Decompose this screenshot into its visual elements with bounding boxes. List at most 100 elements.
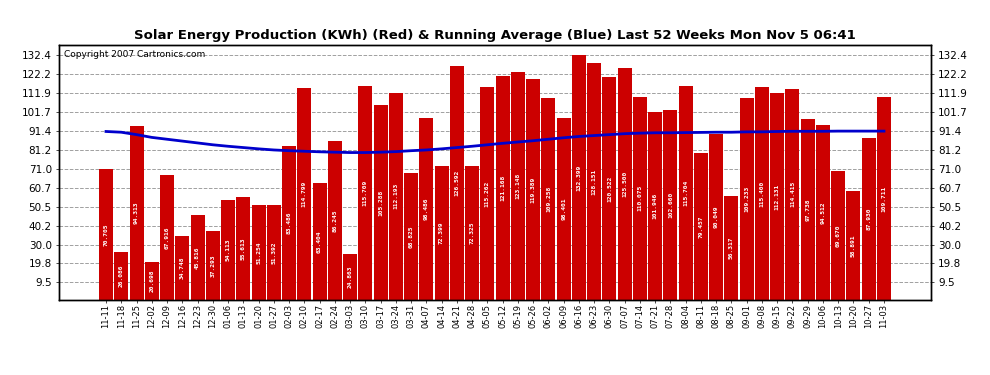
Text: 102.660: 102.660: [668, 192, 673, 218]
Bar: [587, 63, 601, 300]
Bar: [496, 76, 510, 300]
Bar: [114, 252, 129, 300]
Bar: [709, 134, 724, 300]
Bar: [221, 200, 235, 300]
Text: 20.698: 20.698: [149, 270, 154, 292]
Text: 115.262: 115.262: [485, 180, 490, 207]
Text: 45.816: 45.816: [195, 246, 200, 269]
Bar: [832, 171, 845, 300]
Bar: [206, 231, 220, 300]
Text: 54.113: 54.113: [226, 239, 231, 261]
Bar: [480, 87, 494, 300]
Bar: [358, 86, 372, 300]
Text: 72.325: 72.325: [469, 222, 474, 245]
Text: 51.254: 51.254: [256, 242, 261, 264]
Text: 55.613: 55.613: [241, 237, 246, 260]
Bar: [237, 197, 250, 300]
Text: 132.399: 132.399: [576, 165, 581, 191]
Bar: [877, 97, 891, 300]
Bar: [602, 77, 617, 300]
Text: 34.748: 34.748: [180, 256, 185, 279]
Text: 87.930: 87.930: [866, 207, 871, 230]
Bar: [313, 183, 327, 300]
Bar: [755, 87, 769, 300]
Text: 114.799: 114.799: [302, 181, 307, 207]
Bar: [344, 254, 357, 300]
Bar: [694, 153, 708, 300]
Bar: [175, 236, 189, 300]
Text: 109.233: 109.233: [744, 186, 749, 212]
Text: 58.891: 58.891: [851, 234, 856, 257]
Bar: [725, 196, 739, 300]
Bar: [160, 174, 174, 300]
Text: 69.670: 69.670: [836, 224, 841, 247]
Text: 121.168: 121.168: [500, 175, 505, 201]
Text: 126.592: 126.592: [454, 170, 459, 196]
Text: 109.711: 109.711: [881, 186, 886, 212]
Text: 97.738: 97.738: [805, 198, 810, 221]
Bar: [679, 86, 693, 300]
Bar: [861, 138, 876, 300]
Text: 128.151: 128.151: [592, 168, 597, 195]
Bar: [282, 146, 296, 300]
Text: 83.486: 83.486: [286, 211, 292, 234]
Bar: [785, 88, 800, 300]
Bar: [526, 80, 541, 300]
Text: 67.916: 67.916: [164, 226, 169, 249]
Text: 94.313: 94.313: [134, 202, 139, 224]
Bar: [846, 191, 860, 300]
Text: 109.258: 109.258: [545, 186, 550, 212]
Bar: [663, 110, 677, 300]
Bar: [130, 126, 144, 300]
Text: 98.401: 98.401: [561, 198, 566, 220]
Text: 56.317: 56.317: [729, 237, 734, 259]
Text: 51.392: 51.392: [271, 241, 276, 264]
Bar: [389, 93, 403, 300]
Bar: [465, 166, 479, 300]
Bar: [373, 105, 388, 300]
Bar: [251, 205, 265, 300]
Bar: [328, 141, 342, 300]
Text: 119.389: 119.389: [531, 177, 536, 203]
Text: 70.705: 70.705: [104, 224, 109, 246]
Bar: [572, 56, 586, 300]
Bar: [190, 215, 205, 300]
Bar: [556, 118, 570, 300]
Text: 101.946: 101.946: [652, 193, 657, 219]
Text: 79.457: 79.457: [698, 215, 704, 238]
Text: 115.709: 115.709: [363, 180, 368, 206]
Text: 90.049: 90.049: [714, 206, 719, 228]
Title: Solar Energy Production (KWh) (Red) & Running Average (Blue) Last 52 Weeks Mon N: Solar Energy Production (KWh) (Red) & Ru…: [134, 30, 856, 42]
Bar: [420, 118, 434, 300]
Text: 125.500: 125.500: [622, 171, 627, 197]
Bar: [297, 88, 311, 300]
Text: 86.245: 86.245: [333, 209, 338, 232]
Bar: [801, 119, 815, 300]
Text: 63.404: 63.404: [317, 230, 322, 253]
Text: 123.148: 123.148: [516, 173, 521, 200]
Bar: [618, 68, 632, 300]
Text: 94.512: 94.512: [821, 201, 826, 224]
Text: 115.400: 115.400: [759, 180, 764, 207]
Bar: [770, 93, 784, 300]
Text: 112.193: 112.193: [393, 183, 398, 210]
Text: 105.288: 105.288: [378, 190, 383, 216]
Bar: [99, 170, 113, 300]
Bar: [648, 112, 662, 300]
Text: 98.486: 98.486: [424, 198, 429, 220]
Bar: [145, 262, 158, 300]
Text: 24.863: 24.863: [347, 266, 352, 288]
Text: 112.131: 112.131: [775, 183, 780, 210]
Bar: [633, 97, 646, 300]
Bar: [266, 205, 281, 300]
Text: 115.704: 115.704: [683, 180, 688, 206]
Text: 26.086: 26.086: [119, 265, 124, 287]
Bar: [542, 98, 555, 300]
Bar: [816, 125, 830, 300]
Bar: [435, 166, 448, 300]
Text: 68.825: 68.825: [409, 225, 414, 248]
Text: 72.399: 72.399: [440, 222, 445, 245]
Text: 110.075: 110.075: [638, 185, 643, 211]
Bar: [511, 72, 525, 300]
Bar: [404, 173, 418, 300]
